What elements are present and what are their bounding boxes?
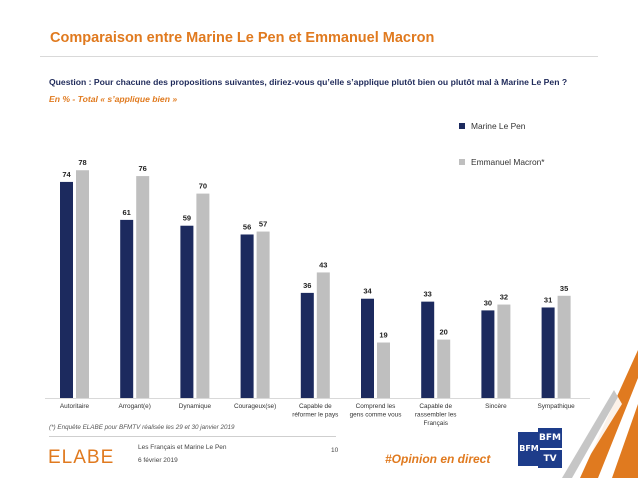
bfmtv-logo: BFM BFM TV	[518, 428, 562, 468]
data-label: 76	[139, 164, 147, 173]
data-label: 31	[544, 295, 552, 304]
data-label: 19	[379, 331, 387, 340]
bar	[136, 176, 150, 398]
elabe-logo: ELABE	[48, 447, 115, 468]
bar	[120, 219, 134, 398]
category-label: Autoritaire	[60, 403, 90, 410]
category-label: Comprend les gens comme vous	[350, 403, 402, 419]
data-label: 33	[424, 290, 432, 299]
bar	[76, 170, 89, 398]
data-label: 32	[500, 293, 508, 302]
data-label: 78	[78, 158, 86, 167]
bar	[196, 193, 210, 398]
category-label: Arrogant(e)	[119, 403, 151, 410]
bar	[421, 301, 435, 398]
slide-title: Comparaison entre Marine Le Pen et Emman…	[50, 30, 435, 46]
data-label: 74	[62, 170, 71, 179]
legend-label: Emmanuel Macron*	[471, 157, 545, 167]
data-label: 56	[243, 222, 251, 231]
title-divider	[40, 56, 598, 57]
category-label: Capable de réformer le pays	[292, 403, 338, 419]
legend-swatch	[459, 123, 465, 129]
bar	[377, 342, 390, 398]
category-label: Capable de rassembler les Français	[415, 403, 457, 427]
bar	[240, 234, 254, 398]
hashtag-text: #Opinion en direct	[385, 452, 491, 466]
data-label: 20	[440, 328, 448, 337]
decorative-triangle-graphic	[562, 350, 638, 478]
page-number: 10	[331, 447, 339, 454]
category-label: Sympathique	[537, 403, 575, 410]
bar	[316, 272, 330, 398]
category-label: Dynamique	[179, 403, 212, 410]
legend-label: Marine Le Pen	[471, 121, 526, 131]
question-text: Question : Pour chacune des propositions…	[49, 77, 568, 87]
bar	[361, 298, 374, 398]
data-label: 30	[484, 298, 492, 307]
bar	[481, 310, 495, 398]
data-label: 36	[303, 281, 311, 290]
legend-swatch	[459, 159, 465, 165]
bar	[60, 181, 73, 398]
bar	[256, 231, 270, 398]
subquestion-text: En % - Total « s’applique bien »	[49, 94, 178, 104]
category-label: Sincère	[485, 403, 507, 410]
data-label: 34	[363, 287, 372, 296]
data-label: 57	[259, 220, 267, 229]
data-label: 70	[199, 182, 207, 191]
document-date: 6 février 2019	[138, 457, 178, 464]
bar	[300, 292, 314, 398]
bar	[180, 225, 194, 398]
data-label: 59	[183, 214, 191, 223]
bar	[437, 339, 451, 398]
data-label: 43	[319, 260, 327, 269]
footnote: (*) Enquête ELABE pour BFMTV réalisée le…	[49, 424, 235, 431]
bar	[497, 304, 511, 398]
bar	[557, 295, 571, 398]
data-label: 35	[560, 284, 568, 293]
document-title: Les Français et Marine Le Pen	[138, 444, 227, 451]
bar	[541, 307, 555, 398]
data-label: 61	[123, 208, 131, 217]
footer-divider	[49, 436, 336, 437]
category-label: Courageux(se)	[234, 403, 276, 410]
